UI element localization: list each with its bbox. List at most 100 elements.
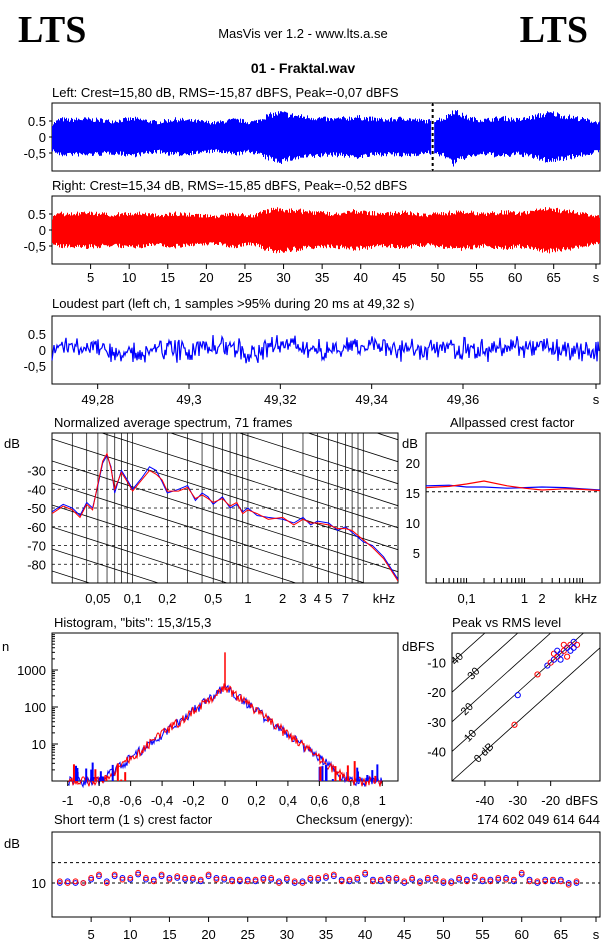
crest-xtick-label: 15 bbox=[162, 927, 176, 942]
left-title: Left: Crest=15,80 dB, RMS=-15,87 dBFS, P… bbox=[52, 85, 399, 100]
loudest-ytick-label: 0 bbox=[39, 343, 46, 358]
crest-right-point bbox=[440, 878, 447, 885]
crest-ylabel: dB bbox=[4, 836, 20, 851]
allpass-ytick-label: 5 bbox=[413, 546, 420, 561]
histogram-right-series bbox=[67, 683, 383, 787]
spectrum-xtick-label: 5 bbox=[325, 591, 332, 606]
crest-right-point bbox=[338, 878, 345, 885]
pvr-xtick-label: -40 bbox=[475, 793, 494, 808]
spectrum-slope-line bbox=[52, 504, 298, 583]
crest-left-point bbox=[150, 876, 157, 883]
crest-left-point bbox=[111, 873, 118, 880]
pvr-ylabel: dBFS bbox=[402, 639, 435, 654]
crest-left-point bbox=[158, 873, 165, 880]
allpass-ytick-label: 15 bbox=[406, 486, 420, 501]
crest-left-point bbox=[190, 876, 196, 883]
file-title: 01 - Fraktal.wav bbox=[250, 60, 356, 76]
crest-right-point bbox=[174, 873, 181, 880]
crest-right-point bbox=[190, 875, 196, 881]
histogram-ytick-label: 100 bbox=[24, 700, 46, 715]
crest-left-point bbox=[127, 876, 134, 883]
lts-logo-left: LTS bbox=[18, 9, 87, 51]
spectrum-xtick-label: 0,5 bbox=[204, 591, 222, 606]
pvr-diagonal bbox=[452, 633, 486, 664]
right-xtick-label: 50 bbox=[431, 270, 445, 285]
crest-left-point bbox=[503, 875, 509, 881]
crest-checksum-label: Checksum (energy): bbox=[296, 812, 413, 827]
crest-left-point bbox=[495, 876, 502, 883]
crest-right-point bbox=[103, 880, 110, 886]
crest-right-point bbox=[464, 878, 470, 885]
crest-right-point bbox=[432, 876, 439, 883]
crest-right-point bbox=[88, 875, 95, 881]
crest-left-point bbox=[323, 875, 329, 881]
crest-right-point bbox=[424, 875, 431, 881]
crest-left-point bbox=[377, 878, 384, 885]
crest-right-point bbox=[526, 878, 533, 885]
crest-left-point bbox=[424, 876, 431, 883]
crest-right-point bbox=[417, 880, 423, 886]
crest-xtick-label: 50 bbox=[436, 927, 450, 942]
histogram-ylabel: n bbox=[2, 639, 9, 654]
crest-left-point bbox=[487, 876, 494, 883]
crest-left-point bbox=[299, 878, 306, 885]
pvr-title: Peak vs RMS level bbox=[452, 615, 561, 630]
pvr-diagonal-label: 30 bbox=[465, 665, 482, 682]
crest-right-point bbox=[370, 878, 376, 885]
crest-right-point bbox=[244, 878, 251, 885]
app-title: MasVis ver 1.2 - www.lts.a.se bbox=[218, 26, 388, 41]
spectrum-ylabel: dB bbox=[4, 436, 20, 451]
crest-left-point bbox=[283, 876, 290, 883]
crest-left-point bbox=[252, 878, 259, 885]
crest-left-point bbox=[565, 880, 572, 886]
crest-left-point bbox=[471, 875, 478, 881]
crest-right-point bbox=[354, 875, 361, 881]
crest-left-point bbox=[103, 878, 110, 885]
crest-right-point bbox=[534, 878, 541, 885]
crest-right-point bbox=[401, 878, 408, 885]
right-xtick-label: 45 bbox=[392, 270, 406, 285]
crest-right-point bbox=[111, 871, 118, 878]
crest-left-point bbox=[542, 876, 549, 883]
left-waveform bbox=[52, 109, 600, 167]
histogram-xtick-label: 0,2 bbox=[247, 793, 265, 808]
right-xtick-label: 30 bbox=[276, 270, 290, 285]
histogram-xtick-label: -0,2 bbox=[182, 793, 204, 808]
crest-right-point bbox=[542, 878, 549, 885]
spectrum-left-series bbox=[52, 454, 398, 580]
pvr-diagonals bbox=[452, 633, 600, 781]
crest-xtick-label: 60 bbox=[514, 927, 528, 942]
crest-right-point bbox=[471, 873, 478, 880]
crest-right-point bbox=[276, 880, 282, 886]
allpass-ytick-label: 10 bbox=[406, 516, 420, 531]
histogram-ytick-label: 10 bbox=[32, 737, 46, 752]
pvr-diagonal bbox=[452, 633, 552, 723]
crest-right-point bbox=[456, 875, 462, 881]
crest-left-point bbox=[401, 880, 408, 886]
pvr-point bbox=[564, 653, 571, 660]
crest-left-point bbox=[260, 875, 267, 881]
crest-right-point bbox=[557, 878, 564, 885]
spectrum-slope-line bbox=[52, 438, 398, 551]
spectrum-ytick-label: -50 bbox=[27, 501, 46, 516]
crest-right-point bbox=[510, 876, 517, 883]
pvr-point bbox=[511, 721, 518, 728]
right-title: Right: Crest=15,34 dB, RMS=-15,85 dBFS, … bbox=[52, 178, 407, 193]
crest-left-point bbox=[244, 876, 251, 883]
spectrum-right-series bbox=[52, 452, 398, 582]
allpass-ylabel: dB bbox=[402, 436, 418, 451]
crest-left-point bbox=[56, 880, 63, 886]
crest-right-point bbox=[135, 869, 142, 876]
pvr-point bbox=[534, 671, 541, 678]
histogram-xtick-label: -0,4 bbox=[151, 793, 173, 808]
pvr-xtick-label: -30 bbox=[508, 793, 527, 808]
lts-logo-right: LTS bbox=[519, 9, 588, 51]
crest-left-point bbox=[307, 876, 314, 883]
right-xtick-label: 5 bbox=[87, 270, 94, 285]
crest-left-point bbox=[518, 871, 525, 878]
right-ytick-label: -0,5 bbox=[24, 239, 46, 254]
crest-right-point bbox=[495, 875, 502, 881]
spectrum-slope-line bbox=[100, 433, 398, 529]
crest-right-point bbox=[377, 876, 384, 883]
